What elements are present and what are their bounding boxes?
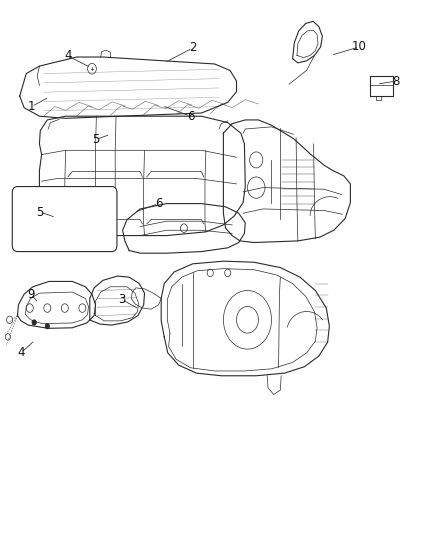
Text: 4: 4 [17,346,25,359]
FancyBboxPatch shape [12,187,117,252]
Text: 1: 1 [28,100,35,113]
Text: 5: 5 [92,133,99,146]
Text: 5: 5 [37,206,44,219]
Circle shape [32,320,36,325]
Text: 4: 4 [64,50,72,62]
Text: 8: 8 [393,75,400,87]
Circle shape [45,324,49,329]
Text: 6: 6 [187,110,194,123]
Text: 3: 3 [118,293,125,306]
Text: 2: 2 [189,42,197,54]
Text: 10: 10 [352,41,367,53]
Text: 6: 6 [155,197,162,210]
Text: 9: 9 [27,288,35,301]
